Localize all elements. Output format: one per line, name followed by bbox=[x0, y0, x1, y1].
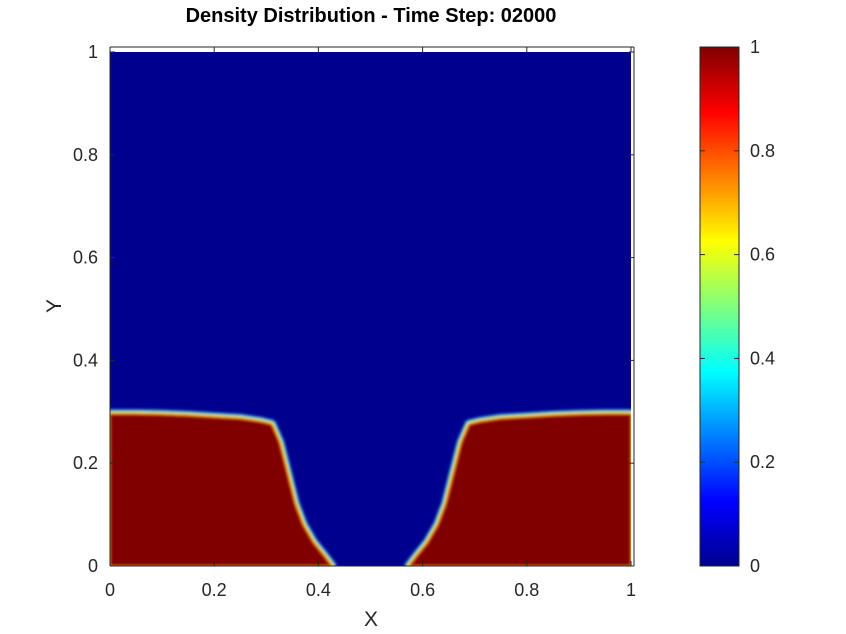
dense-region-left bbox=[110, 409, 336, 566]
y-axis-label: Y bbox=[43, 299, 66, 313]
y-tick-label: 0.2 bbox=[73, 453, 98, 473]
dense-fill bbox=[110, 414, 332, 566]
y-tick-label: 1 bbox=[88, 42, 98, 62]
colorbar-tick-label: 0.6 bbox=[750, 245, 775, 265]
y-tick-label: 0 bbox=[88, 556, 98, 576]
colorbar-tick-label: 0.8 bbox=[750, 141, 775, 161]
x-tick-label: 0.2 bbox=[202, 580, 227, 600]
x-tick-label: 0.8 bbox=[514, 580, 539, 600]
colorbar-gradient bbox=[699, 46, 740, 567]
y-axis-ticks: 0 0.2 0.4 0.6 0.8 1 bbox=[73, 42, 98, 576]
y-tick-label: 0.6 bbox=[73, 248, 98, 268]
colorbar-tick-label: 0.2 bbox=[750, 452, 775, 472]
plot-area bbox=[109, 46, 635, 567]
dense-region-right bbox=[405, 409, 631, 566]
plot-axes bbox=[109, 46, 635, 567]
y-tick-label: 0.4 bbox=[73, 350, 98, 370]
colorbar-tick-label: 1 bbox=[750, 37, 760, 57]
colorbar-tick-label: 0 bbox=[750, 556, 760, 576]
colorbar: 0 0.2 0.4 0.6 0.8 1 bbox=[699, 37, 775, 576]
x-tick-label: 0.6 bbox=[410, 580, 435, 600]
interface-layers bbox=[110, 409, 631, 566]
x-tick-label: 0.4 bbox=[306, 580, 331, 600]
chart-title: Density Distribution - Time Step: 02000 bbox=[186, 5, 557, 27]
colorbar-tick-marks bbox=[700, 46, 739, 567]
x-axis-ticks: 0 0.2 0.4 0.6 0.8 1 bbox=[105, 580, 636, 600]
y-tick-label: 0.8 bbox=[73, 145, 98, 165]
x-tick-label: 1 bbox=[626, 580, 636, 600]
x-axis-label: X bbox=[364, 608, 378, 631]
colorbar-tick-label: 0.4 bbox=[750, 348, 775, 368]
dense-fill bbox=[409, 414, 631, 566]
x-tick-label: 0 bbox=[105, 580, 115, 600]
